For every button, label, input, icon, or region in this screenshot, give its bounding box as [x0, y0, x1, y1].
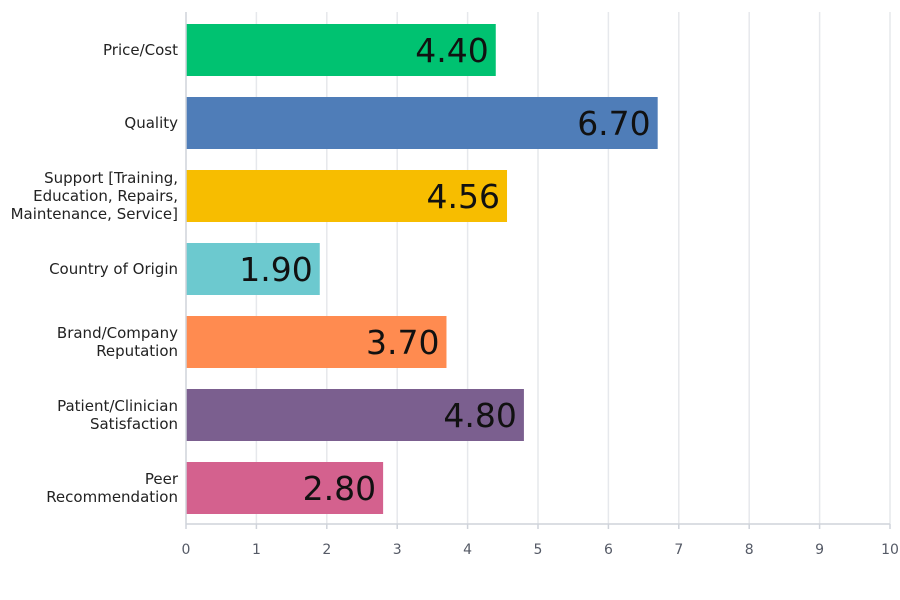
x-tick-label: 9	[815, 542, 824, 558]
data-label: 6.70	[577, 104, 650, 143]
bar	[186, 24, 496, 76]
data-label: 4.56	[427, 177, 500, 216]
data-label: 2.80	[303, 469, 376, 508]
x-tick-label: 5	[534, 542, 543, 558]
x-tick-label: 2	[322, 542, 331, 558]
category-label: Price/Cost	[103, 41, 178, 59]
category-label: Education, Repairs,	[33, 187, 178, 205]
data-labels: 4.40 6.70 4.56 1.90 3.704.80 2.80	[239, 31, 650, 508]
category-label: Maintenance, Service]	[11, 205, 178, 223]
bar	[186, 462, 384, 514]
data-label: 4.40	[415, 31, 488, 70]
category-label: Reputation	[96, 342, 178, 360]
x-tick-label: 6	[604, 542, 613, 558]
category-labels: Price/Cost Quality Support [Training,Educa…	[11, 41, 179, 506]
x-tick-label: 3	[393, 542, 402, 558]
x-axis: 0 1 2 3 4 5 6 7 8 9 10	[182, 12, 899, 558]
category-label: Patient/Clinician	[57, 397, 178, 415]
data-label: 3.70	[366, 323, 439, 362]
bar	[186, 389, 524, 441]
category-label: Peer	[145, 470, 179, 488]
x-tick-label: 4	[463, 542, 472, 558]
bar	[186, 316, 447, 368]
x-tick-label: 10	[881, 542, 899, 558]
category-label: Brand/Company	[57, 324, 178, 342]
x-tick-label: 7	[674, 542, 683, 558]
x-tick-label: 0	[182, 542, 191, 558]
data-label: 1.90	[239, 250, 312, 289]
category-label: Country of Origin	[49, 260, 178, 278]
category-label: Recommendation	[46, 488, 178, 506]
data-label: 4.80	[443, 396, 516, 435]
bar	[186, 243, 320, 295]
bar	[186, 97, 658, 149]
category-label: Quality	[124, 114, 178, 132]
bar	[186, 170, 508, 222]
category-label: Support [Training,	[44, 169, 178, 187]
x-tick-label: 8	[745, 542, 754, 558]
category-label: Satisfaction	[90, 415, 178, 433]
x-tick-label: 1	[252, 542, 261, 558]
bars	[186, 24, 658, 514]
gridlines	[255, 12, 891, 524]
